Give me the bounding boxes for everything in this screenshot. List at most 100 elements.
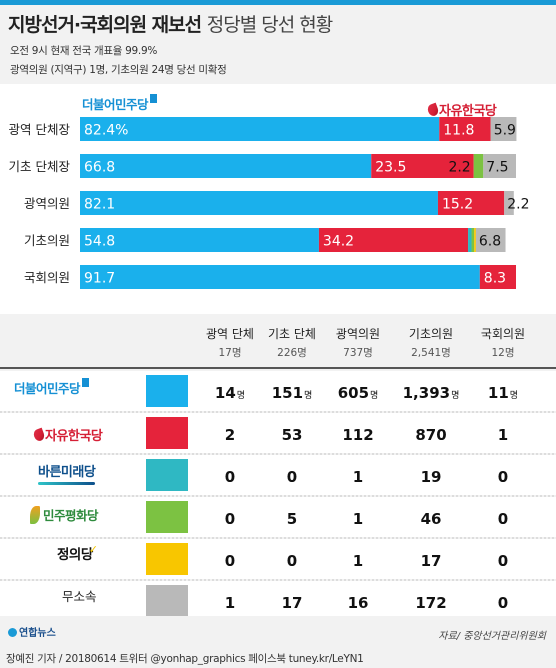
data-label: 8.3 bbox=[484, 271, 506, 287]
bar-segment bbox=[371, 154, 474, 178]
data-label: 91.7 bbox=[84, 271, 115, 287]
bar-segment bbox=[473, 154, 484, 178]
data-label: 15.2 bbox=[442, 197, 473, 213]
table-cell: 0 bbox=[498, 510, 508, 528]
leaf-icon bbox=[30, 506, 40, 524]
flag-icon bbox=[82, 378, 90, 387]
party-color-swatch bbox=[146, 585, 188, 616]
table-row bbox=[0, 497, 556, 537]
independent-label-table: 무소속 bbox=[62, 589, 97, 604]
bareun-mirae-logo-table: 바른미래당 bbox=[38, 461, 96, 485]
table-row bbox=[0, 371, 556, 411]
table-cell: 0 bbox=[498, 468, 508, 486]
bar-segment bbox=[80, 191, 438, 215]
bar-segment bbox=[468, 228, 472, 252]
table-cell: 0 bbox=[498, 594, 508, 612]
data-label: 82.1 bbox=[84, 197, 115, 213]
column-total: 17명 bbox=[218, 347, 241, 359]
party-color-swatch bbox=[146, 501, 188, 533]
torch-icon bbox=[32, 427, 46, 443]
bar-segment bbox=[471, 228, 475, 252]
table-cell: 5 bbox=[287, 510, 297, 528]
data-label: 2.2 bbox=[448, 160, 470, 176]
data-label: 23.5 bbox=[375, 160, 406, 176]
unit-suffix: 명 bbox=[370, 390, 378, 401]
column-total: 12명 bbox=[491, 347, 514, 359]
democratic-logo-text: 더불어민주당 bbox=[82, 97, 149, 112]
unit-suffix: 명 bbox=[510, 390, 518, 401]
yonhap-dot-icon bbox=[8, 628, 17, 637]
bar-segment bbox=[490, 117, 517, 141]
democratic-logo-chart: 더불어민주당 bbox=[82, 94, 158, 113]
bar-segment bbox=[80, 228, 319, 252]
data-label: 66.8 bbox=[84, 160, 115, 176]
category-label: 기초의원 bbox=[24, 233, 70, 248]
party-color-swatch bbox=[146, 459, 188, 491]
table-cell: 0 bbox=[287, 468, 297, 486]
credit-line: 장예진 기자 / 20180614 트위터 @yonhap_graphics 페… bbox=[6, 653, 364, 665]
bar-segment bbox=[318, 228, 469, 252]
table-cell: 1 bbox=[225, 594, 235, 612]
table-cell: 605명 bbox=[338, 384, 379, 402]
table-cell: 0 bbox=[225, 468, 235, 486]
table-row bbox=[0, 539, 556, 579]
bar-segment bbox=[439, 117, 491, 141]
title-bold: 지방선거·국회의원 재보선 bbox=[8, 14, 202, 36]
column-total: 2,541명 bbox=[411, 347, 451, 359]
table-cell: 17 bbox=[282, 594, 303, 612]
data-label: 34.2 bbox=[323, 234, 354, 250]
source-note: 자료/ 중앙선거관리위원회 bbox=[438, 631, 546, 642]
data-label: 82.4% bbox=[84, 123, 128, 139]
table-cell: 1,393명 bbox=[403, 384, 460, 402]
table-cell: 17 bbox=[421, 552, 442, 570]
bar-segment bbox=[80, 265, 480, 289]
column-header: 기초의원 bbox=[409, 327, 453, 341]
category-label: 국회의원 bbox=[24, 270, 70, 285]
bar-segment bbox=[479, 265, 516, 289]
data-label: 7.5 bbox=[486, 160, 508, 176]
category-label: 기초 단체장 bbox=[9, 159, 71, 174]
table-cell: 870 bbox=[415, 426, 446, 444]
stacked-bar-chart: 광역 단체장 82.4% 11.8 5.9 기초 단체장 66.8 23.5 2.2 7.5 광역… bbox=[9, 117, 529, 289]
liberty-korea-logo-chart: 자유한국당 bbox=[426, 100, 497, 119]
data-label: 2.2 bbox=[507, 197, 529, 213]
bar-segment bbox=[475, 228, 506, 252]
data-label: 6.8 bbox=[479, 234, 501, 250]
table-cell: 0 bbox=[225, 510, 235, 528]
column-total: 737명 bbox=[343, 347, 373, 359]
table-cell: 1 bbox=[353, 510, 363, 528]
table-cell: 16 bbox=[348, 594, 369, 612]
table-cell: 0 bbox=[498, 552, 508, 570]
title-light: 정당별 당선 현황 bbox=[206, 14, 333, 36]
check-icon: ✓ bbox=[88, 543, 98, 556]
unit-suffix: 명 bbox=[237, 390, 245, 401]
unit-suffix: 명 bbox=[451, 390, 459, 401]
flag-icon bbox=[150, 94, 158, 103]
table-cell: 1 bbox=[353, 552, 363, 570]
bar-segment bbox=[437, 191, 505, 215]
subtitle-line-2: 광역의원 (지역구) 1명, 기초의원 24명 당선 미확정 bbox=[10, 64, 227, 76]
table-cell: 0 bbox=[287, 552, 297, 570]
category-label: 광역의원 bbox=[24, 196, 70, 211]
minju-pyeonghwa-logo-table: 민주평화당 bbox=[30, 505, 99, 524]
table-row bbox=[0, 581, 556, 616]
justice-logo-table: 정의당✓ bbox=[57, 543, 98, 563]
table-cell: 0 bbox=[225, 552, 235, 570]
yonhap-logo-text: 연합뉴스 bbox=[19, 628, 56, 639]
table-cell: 1 bbox=[498, 426, 508, 444]
liberty-korea-logo-table: 자유한국당 bbox=[32, 425, 103, 444]
column-header: 기초 단체 bbox=[268, 327, 316, 341]
subtitle-line-1: 오전 9시 현재 전국 개표율 99.9% bbox=[10, 45, 158, 57]
democratic-logo-table: 더불어민주당 bbox=[14, 378, 90, 397]
table-cell: 2 bbox=[225, 426, 235, 444]
bareun-mirae-row-label: 바른미래당 bbox=[38, 465, 96, 480]
liberty-korea-logo-text: 자유한국당 bbox=[439, 104, 497, 119]
yonhap-logo: 연합뉴스 bbox=[8, 624, 56, 639]
bar-segment bbox=[504, 191, 514, 215]
minju-pyeonghwa-row-label: 민주평화당 bbox=[43, 508, 99, 523]
column-header: 광역 단체 bbox=[206, 327, 254, 341]
underline-swoosh bbox=[38, 482, 96, 485]
table-cell: 53 bbox=[282, 426, 303, 444]
liberty-korea-row-label: 자유한국당 bbox=[45, 429, 103, 444]
party-color-swatch bbox=[146, 417, 188, 449]
